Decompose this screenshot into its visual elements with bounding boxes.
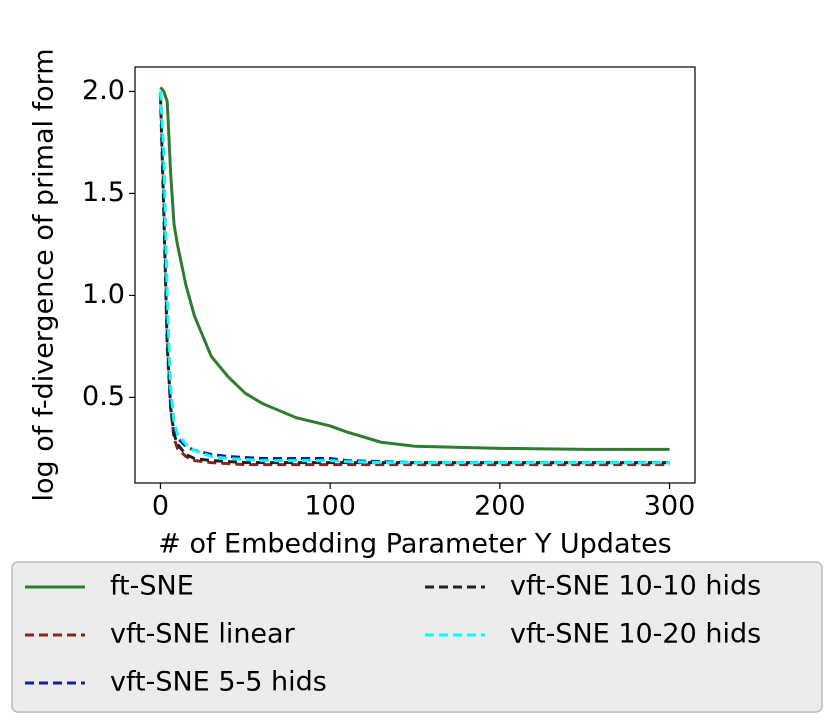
x-tick-label: 100 [304, 491, 356, 522]
x-tick-label: 200 [474, 491, 526, 522]
legend-box [11, 561, 823, 713]
legend-label: vft-SNE linear [110, 619, 296, 650]
y-tick-label: 0.5 [82, 381, 125, 412]
series-line [159, 86, 670, 451]
x-tick-label: 0 [152, 491, 169, 522]
series-line [158, 91, 670, 467]
legend-label: vft-SNE 10-10 hids [510, 571, 761, 602]
x-axis-label: # of Embedding Parameter Y Updates [158, 529, 672, 560]
legend-label: ft-SNE [110, 571, 194, 602]
series-line [158, 91, 670, 465]
y-axis-label: log of f-divergence of primal form [29, 48, 60, 501]
x-tick-label: 300 [644, 491, 696, 522]
series-line [158, 95, 670, 465]
y-tick-label: 1.0 [82, 279, 125, 310]
y-tick-label: 2.0 [82, 75, 125, 106]
legend-label: vft-SNE 5-5 hids [110, 667, 327, 698]
series-line [158, 91, 670, 465]
legend-label: vft-SNE 10-20 hids [510, 619, 761, 650]
plot-frame [134, 66, 696, 484]
y-tick-label: 1.5 [82, 177, 125, 208]
